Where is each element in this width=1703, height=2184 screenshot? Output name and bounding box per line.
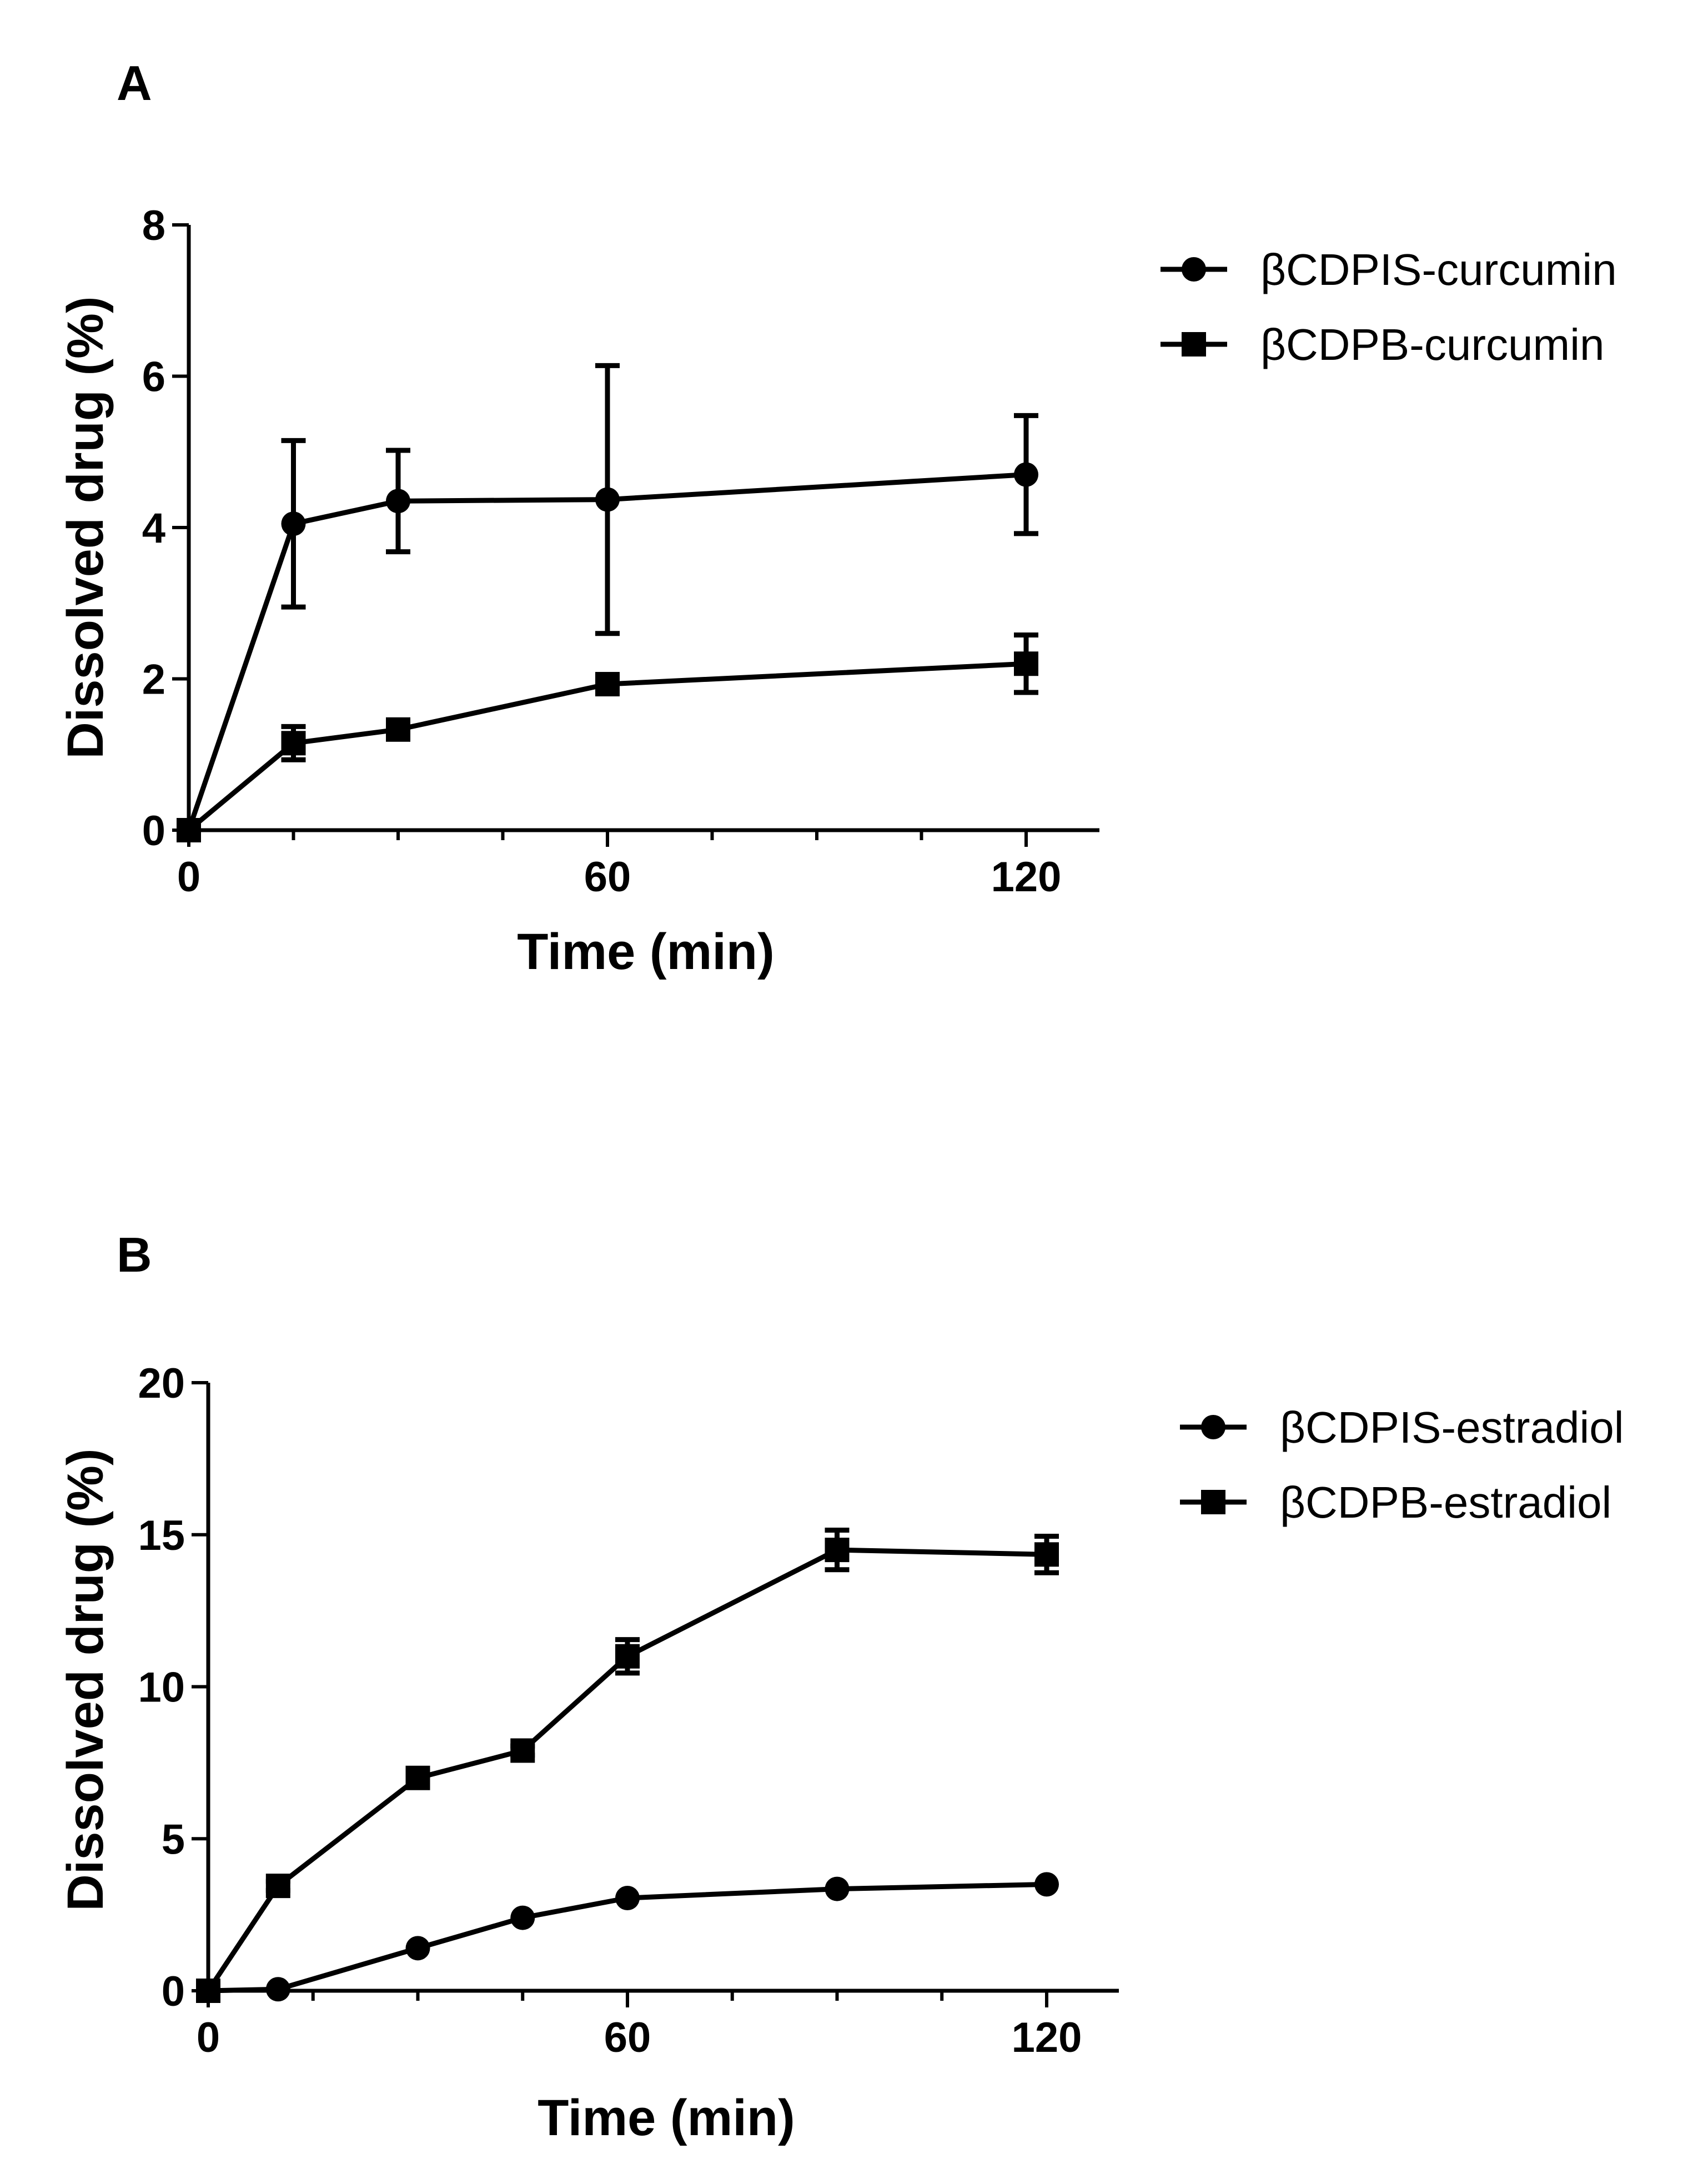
data-point-square <box>196 1979 220 2003</box>
y-tick-label: 6 <box>142 354 165 401</box>
x-tick-label: 0 <box>197 2014 220 2061</box>
x-tick-label: 0 <box>177 853 200 901</box>
data-point-square <box>265 1874 290 1899</box>
data-point-square <box>281 731 306 756</box>
data-point-circle <box>405 1936 430 1961</box>
x-tick-label: 120 <box>991 853 1062 901</box>
y-tick-label: 10 <box>138 1664 185 1711</box>
data-point-circle <box>265 1977 290 2002</box>
legend-marker-square <box>1201 1490 1225 1514</box>
y-tick-label: 8 <box>142 202 165 249</box>
legend-label: βCDPB-estradiol <box>1280 1478 1611 1527</box>
data-point-circle <box>510 1905 535 1930</box>
y-tick-label: 0 <box>142 807 165 855</box>
plot-b: 0 60 120 0 5 10 15 20 <box>138 1360 1119 2061</box>
data-point-circle <box>825 1876 850 1901</box>
data-point-square <box>510 1738 535 1763</box>
panel-b: B 0 60 120 0 5 10 15 20 Time (min) Dissolved dr… <box>57 1227 1624 2146</box>
data-point-square <box>615 1644 640 1669</box>
plot-a: 0 60 120 0 2 4 6 8 <box>142 202 1099 901</box>
legend-marker-circle <box>1201 1415 1225 1439</box>
y-tick-label: 0 <box>162 1968 185 2015</box>
x-axis-title-a: Time (min) <box>517 923 774 980</box>
y-tick-label: 5 <box>162 1816 185 1863</box>
y-tick-label: 4 <box>142 505 165 552</box>
y-tick-label: 15 <box>138 1512 185 1559</box>
legend-b: βCDPIS-estradiol βCDPB-estradiol <box>1180 1403 1624 1527</box>
y-tick-label: 20 <box>138 1360 185 1407</box>
legend-a: βCDPIS-curcumin βCDPB-curcumin <box>1161 245 1617 369</box>
data-point-square <box>595 672 620 697</box>
data-point-circle <box>615 1886 640 1911</box>
legend-label: βCDPIS-estradiol <box>1280 1403 1624 1452</box>
data-point-square <box>1014 651 1038 676</box>
y-axis-title-a: Dissolved drug (%) <box>57 296 114 759</box>
data-point-square <box>386 717 410 742</box>
data-point-circle <box>595 487 620 512</box>
legend-marker-square <box>1182 332 1206 357</box>
panel-a-letter: A <box>117 56 152 111</box>
legend-label: βCDPIS-curcumin <box>1260 245 1617 294</box>
data-point-square <box>177 818 201 842</box>
y-tick-label: 2 <box>142 656 165 704</box>
data-point-circle <box>1014 462 1038 487</box>
panel-a: A 0 60 120 0 2 4 6 8 Time (min) Dissolved drug … <box>57 56 1617 980</box>
data-point-circle <box>1034 1872 1059 1897</box>
x-tick-label: 60 <box>604 2014 651 2061</box>
panel-b-letter: B <box>117 1227 152 1282</box>
data-point-square <box>1034 1542 1059 1567</box>
x-tick-label: 60 <box>584 853 631 901</box>
y-axis-title-b: Dissolved drug (%) <box>57 1448 114 1911</box>
legend-label: βCDPB-curcumin <box>1260 320 1604 369</box>
series-line <box>206 1547 1047 1992</box>
data-point-square <box>825 1538 850 1563</box>
data-point-circle <box>386 489 410 514</box>
legend-marker-circle <box>1182 257 1206 282</box>
x-tick-label: 120 <box>1012 2014 1082 2061</box>
data-point-circle <box>281 511 306 536</box>
data-point-square <box>405 1765 430 1790</box>
x-axis-title-b: Time (min) <box>537 2090 795 2146</box>
